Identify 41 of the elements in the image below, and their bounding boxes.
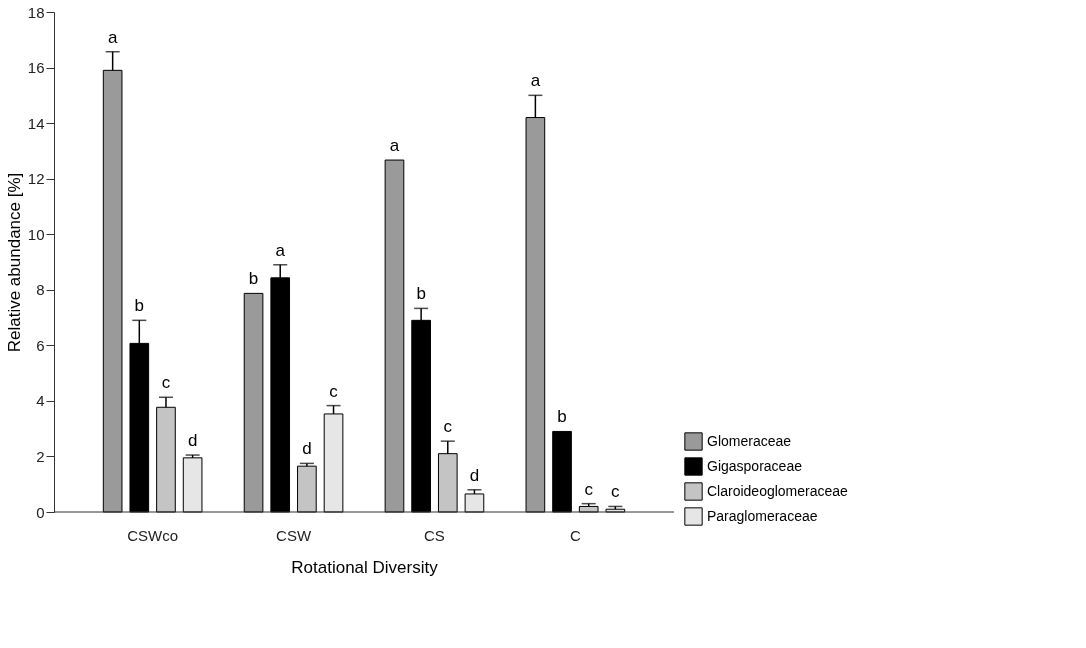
data-label: d — [187, 431, 198, 451]
data-label: d — [302, 439, 312, 459]
y-tick-label: 0 — [36, 503, 45, 521]
data-label: a — [530, 71, 541, 91]
y-tick-label: 18 — [27, 3, 45, 21]
data-label: d — [469, 465, 480, 485]
legend-label: Gigasporaceae — [707, 457, 803, 474]
data-label: c — [329, 381, 339, 401]
bar — [182, 457, 203, 513]
data-label: a — [389, 136, 400, 156]
y-tick-label: 8 — [36, 281, 45, 299]
y-tick-label: 6 — [36, 336, 45, 354]
data-label: b — [248, 269, 259, 289]
bar — [297, 465, 317, 513]
data-label: c — [161, 373, 171, 393]
x-tick-label: C — [569, 526, 581, 544]
legend-label: Glomeraceae — [707, 432, 792, 449]
data-label: c — [443, 417, 453, 437]
data-label: b — [557, 407, 567, 427]
bar — [552, 430, 572, 513]
data-label: c — [611, 482, 621, 502]
x-tick-label: CSWco — [127, 526, 179, 544]
y-tick-label: 16 — [27, 59, 45, 77]
y-tick-label: 10 — [27, 225, 45, 243]
data-label: b — [416, 284, 426, 304]
x-tick-label: CSW — [276, 526, 312, 544]
x-tick-label: CS — [424, 526, 445, 544]
y-tick-label: 12 — [27, 170, 45, 188]
x-axis-title: Rotational Diversity — [291, 557, 439, 577]
data-label: b — [134, 296, 145, 316]
y-axis-title: Relative abundance [%] — [4, 172, 24, 353]
data-label: a — [275, 240, 286, 260]
y-tick-label: 2 — [36, 447, 45, 465]
y-tick-label: 14 — [27, 114, 45, 132]
data-label: c — [584, 479, 594, 499]
legend-label: Claroideoglomeraceae — [707, 482, 849, 499]
y-tick-label: 4 — [36, 392, 45, 410]
data-label: a — [107, 27, 118, 47]
legend-label: Paraglomeraceae — [707, 507, 818, 524]
bar — [384, 159, 405, 513]
bar — [243, 292, 264, 513]
